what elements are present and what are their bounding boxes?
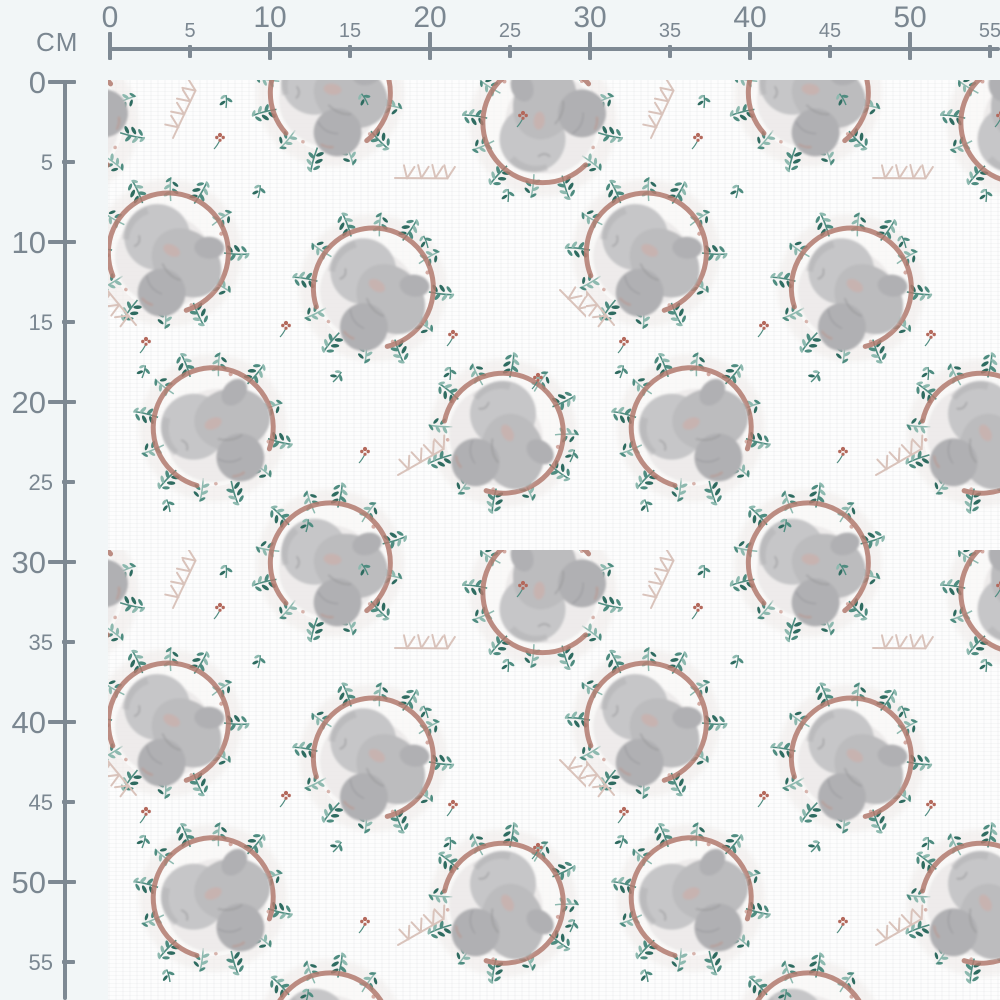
top-ruler-tick-10 [268, 32, 272, 60]
top-ruler-tick-25 [508, 45, 512, 58]
left-ruler-tick-30 [48, 560, 76, 564]
left-ruler-label-0: 0 [28, 65, 46, 100]
fabric-pattern-svg [108, 80, 1000, 1000]
left-ruler-tick-55 [62, 960, 75, 964]
left-ruler-label-10: 10 [11, 225, 46, 260]
left-ruler-label-30: 30 [11, 545, 46, 580]
left-ruler-tick-20 [48, 400, 76, 404]
left-ruler-tick-5 [62, 160, 75, 164]
top-ruler-tick-5 [188, 45, 192, 58]
top-ruler-label-50: 50 [893, 1, 927, 34]
top-ruler-label-35: 35 [658, 20, 682, 42]
top-ruler-tick-20 [428, 32, 432, 60]
left-ruler-label-20: 20 [11, 385, 46, 420]
top-ruler-tick-0 [108, 32, 112, 60]
top-ruler-tick-40 [748, 32, 752, 60]
top-ruler-tick-45 [828, 45, 832, 58]
left-ruler-tick-25 [62, 480, 75, 484]
top-ruler-label-20: 20 [413, 1, 447, 34]
fabric-swatch [108, 80, 1000, 1000]
left-ruler-label-15: 15 [28, 310, 53, 335]
top-ruler-tick-30 [588, 32, 592, 60]
left-ruler-tick-0 [48, 80, 76, 84]
top-ruler-label-25: 25 [498, 20, 522, 42]
top-ruler-label-0: 0 [101, 1, 119, 34]
top-ruler-tick-35 [668, 45, 672, 58]
left-ruler-label-35: 35 [28, 630, 53, 655]
top-ruler-label-5: 5 [184, 20, 196, 42]
top-ruler-label-30: 30 [573, 1, 607, 34]
left-ruler-label-25: 25 [28, 470, 53, 495]
top-ruler-label-55: 55 [978, 20, 1000, 42]
left-ruler-tick-50 [48, 880, 76, 884]
left-ruler-label-50: 50 [11, 865, 46, 900]
top-ruler-tick-15 [348, 45, 352, 58]
top-ruler-label-40: 40 [733, 1, 767, 34]
left-ruler-tick-10 [48, 240, 76, 244]
top-ruler-tick-55 [988, 45, 992, 58]
left-ruler-tick-40 [48, 720, 76, 724]
left-ruler-tick-45 [62, 800, 75, 804]
left-ruler-label-45: 45 [28, 790, 53, 815]
ruler-unit-label: CM [36, 27, 79, 57]
left-ruler-tick-15 [62, 320, 75, 324]
left-ruler-label-55: 55 [28, 950, 53, 975]
top-ruler-tick-50 [908, 32, 912, 60]
pattern-fill [108, 80, 1000, 1000]
top-ruler-label-45: 45 [818, 20, 842, 42]
left-ruler-tick-35 [62, 640, 75, 644]
left-ruler-label-5: 5 [40, 150, 53, 175]
top-ruler-label-15: 15 [338, 20, 362, 42]
top-ruler-label-10: 10 [253, 1, 287, 34]
left-ruler-label-40: 40 [11, 705, 46, 740]
top-ruler-line [108, 47, 1000, 51]
left-ruler-line [63, 80, 67, 1000]
